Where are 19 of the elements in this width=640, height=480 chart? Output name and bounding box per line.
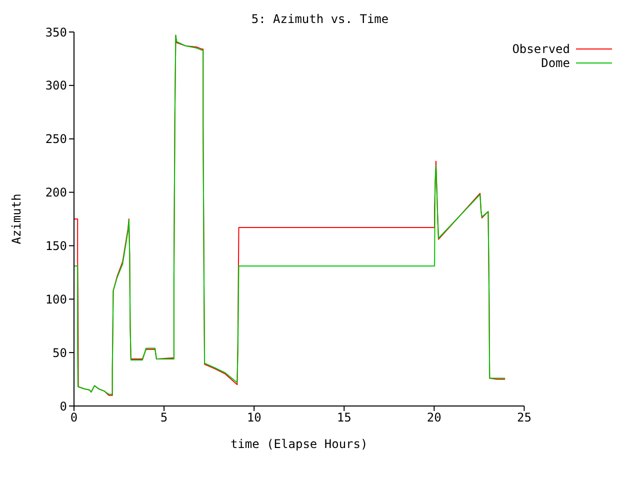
y-tick-label: 300 [45,78,67,93]
x-axis-title: time (Elapse Hours) [230,437,368,451]
x-tick-label: 5 [160,410,168,425]
y-tick-label: 200 [45,186,67,200]
y-tick-label: 50 [52,346,67,360]
x-tick-label: 25 [516,410,532,425]
x-tick-label: 0 [70,410,78,425]
legend-label: Observed [512,42,570,56]
chart-title: 5: Azimuth vs. Time [250,12,390,26]
x-tick-label: 15 [336,410,352,425]
x-tick-label: 10 [246,410,262,425]
y-tick-label: 100 [45,292,67,306]
y-tick-label: 250 [45,132,67,146]
y-tick-label: 350 [45,25,67,40]
x-tick-label: 20 [426,410,442,425]
y-axis-title: Azimuth [9,194,24,244]
y-tick-label: 150 [45,238,67,253]
y-tick-label: 0 [60,399,67,414]
legend-label: Dome [541,56,570,70]
